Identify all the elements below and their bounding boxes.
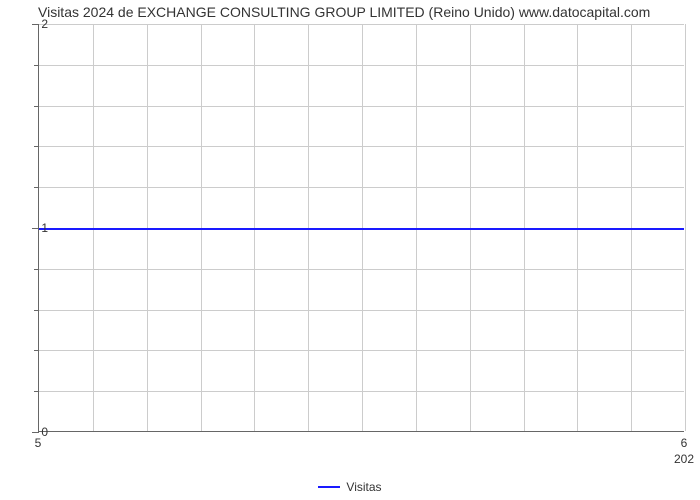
- y-minor-tick: [34, 187, 39, 188]
- y-minor-tick: [34, 350, 39, 351]
- x-axis-label-left: 5: [35, 436, 42, 450]
- y-axis-label: 0: [18, 425, 48, 439]
- series-line: [39, 228, 684, 230]
- y-minor-tick: [34, 65, 39, 66]
- plot-area: [38, 24, 684, 432]
- legend: Visitas: [0, 479, 700, 494]
- y-minor-tick: [34, 269, 39, 270]
- legend-label: Visitas: [346, 480, 381, 494]
- y-minor-tick: [34, 310, 39, 311]
- chart-title: Visitas 2024 de EXCHANGE CONSULTING GROU…: [38, 4, 650, 20]
- x-axis-sublabel: 202: [674, 452, 694, 466]
- y-minor-tick: [34, 391, 39, 392]
- gridline-v: [685, 24, 686, 431]
- x-axis-label-right: 6: [681, 436, 688, 450]
- y-minor-tick: [34, 146, 39, 147]
- y-axis-label: 1: [18, 221, 48, 235]
- y-axis-label: 2: [18, 17, 48, 31]
- legend-swatch: [318, 486, 340, 488]
- y-minor-tick: [34, 106, 39, 107]
